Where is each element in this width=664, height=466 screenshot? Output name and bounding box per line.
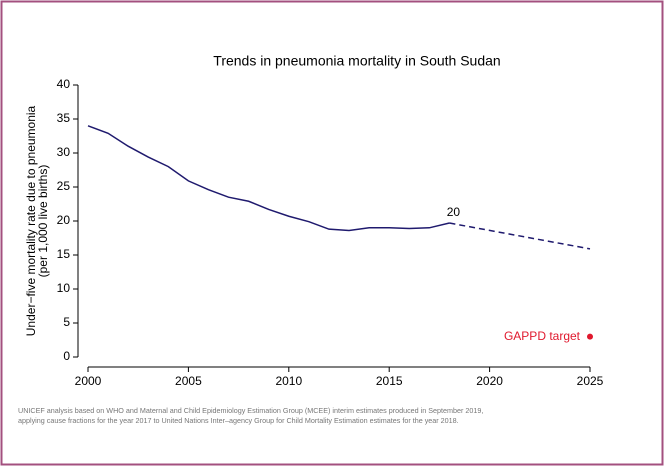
annotation: 20 [447, 205, 461, 219]
footnote: applying cause fractions for the year 20… [18, 416, 459, 425]
y-tick-label: 40 [57, 77, 71, 91]
x-tick-label: 2005 [175, 374, 202, 388]
footnote: UNICEF analysis based on WHO and Materna… [18, 406, 483, 415]
y-tick-label: 0 [63, 349, 70, 363]
target-point [587, 333, 593, 340]
line [449, 222, 591, 250]
target-label: GAPPD target [504, 329, 581, 343]
y-tick-label: 5 [63, 315, 70, 329]
x-tick-label: 2010 [275, 374, 302, 388]
y-tick-label: 15 [57, 247, 71, 261]
line [87, 125, 450, 232]
y-axis-label: (per 1,000 live births) [36, 165, 50, 278]
y-tick-label: 10 [57, 281, 71, 295]
y-tick-label: 35 [57, 111, 71, 125]
x-tick-label: 2000 [75, 374, 102, 388]
y-tick-label: 25 [57, 179, 71, 193]
y-axis-label: Under−five mortality rate due to pneumon… [24, 105, 38, 336]
chart-title: Trends in pneumonia mortality in South S… [213, 53, 500, 69]
x-tick-label: 2020 [476, 374, 503, 388]
y-tick-label: 30 [57, 145, 71, 159]
x-tick-label: 2015 [376, 374, 403, 388]
x-tick-label: 2025 [577, 374, 604, 388]
y-tick-label: 20 [57, 213, 71, 227]
